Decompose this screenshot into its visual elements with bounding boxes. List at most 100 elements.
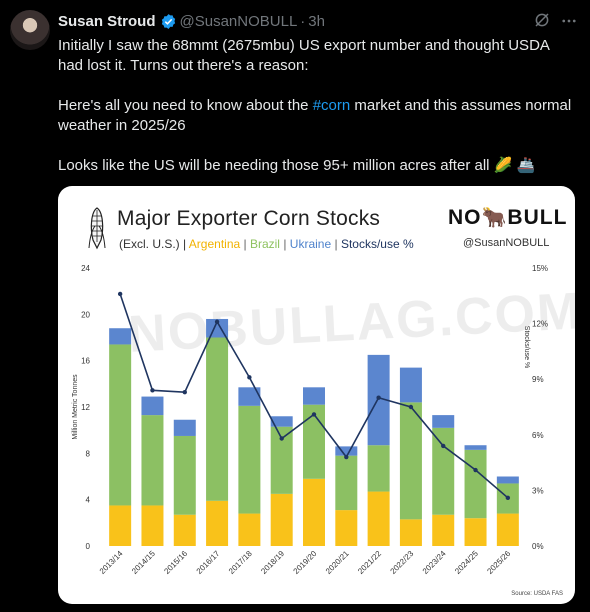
bar-ukraine <box>399 367 422 403</box>
legend-separator: | <box>331 237 341 251</box>
bar-argentina <box>399 519 422 546</box>
x-tick-label: 2022/23 <box>389 549 416 576</box>
line-point-stocks-use <box>311 412 317 417</box>
bar-brazil <box>367 445 390 492</box>
bar-argentina <box>270 493 293 546</box>
bar-argentina <box>367 491 390 546</box>
x-tick-label: 2025/26 <box>485 549 512 576</box>
legend-brazil: Brazil <box>249 237 280 251</box>
bar-brazil <box>432 427 455 515</box>
chart-title: Major Exporter Corn Stocks <box>117 207 381 230</box>
corn-stocks-chart: 2013/14 2014/15 2015/16 2016/17 2017/18 2018/… <box>72 264 548 576</box>
line-point-stocks-use <box>473 467 478 473</box>
line-point-stocks-use <box>344 454 349 460</box>
y2-tick-label: 9% <box>532 375 544 384</box>
bar-brazil <box>206 337 229 501</box>
legend-ukraine: Ukraine <box>289 237 332 251</box>
y2-tick-label: 3% <box>532 486 544 495</box>
corn-emoji: 🌽 <box>493 157 513 174</box>
bar-brazil <box>303 404 325 479</box>
line-point-stocks-use <box>441 443 446 449</box>
x-tick-label: 2018/19 <box>259 549 286 576</box>
line-point-stocks-use <box>408 404 414 410</box>
tweet-paragraph-3: Looks like the US will be needing those … <box>58 156 573 176</box>
line-point-stocks-use <box>247 375 252 380</box>
line-point-stocks-use <box>505 495 511 501</box>
author-handle[interactable]: @SusanNOBULL <box>179 13 298 30</box>
bar-ukraine <box>464 445 487 450</box>
line-point-stocks-use <box>117 291 123 297</box>
bar-brazil <box>335 455 358 511</box>
legend-argentina: Argentina <box>188 237 241 251</box>
y2-tick-label: 12% <box>532 320 548 329</box>
ship-emoji: 🚢 <box>516 157 536 174</box>
line-point-stocks-use <box>279 436 284 441</box>
bar-argentina <box>173 514 196 546</box>
bar-argentina <box>496 513 519 546</box>
subtitle-prefix: (Excl. U.S.) | <box>119 237 189 251</box>
bar-argentina <box>141 505 164 546</box>
bull-logo-icon: 🐂 <box>481 207 508 229</box>
bar-argentina <box>206 500 229 546</box>
bar-brazil <box>238 405 261 514</box>
line-point-stocks-use <box>214 319 220 324</box>
paragraph-text: Looks like the US will be needing those … <box>58 157 490 174</box>
chart-subtitle: (Excl. U.S.) | Argentina | Brazil | Ukra… <box>119 237 414 251</box>
corn-cob-icon <box>86 206 108 255</box>
avatar[interactable] <box>10 10 50 50</box>
bar-argentina <box>335 510 358 546</box>
bar-argentina <box>303 478 325 546</box>
y-tick-label: 20 <box>81 310 90 319</box>
paragraph-text: market and this assumes normal weather i… <box>58 97 572 134</box>
y2-tick-label: 15% <box>532 264 548 273</box>
y-tick-label: 8 <box>86 449 91 458</box>
bar-ukraine <box>496 476 519 484</box>
bar-brazil <box>173 435 196 515</box>
author-name[interactable]: Susan Stroud <box>58 13 156 30</box>
bar-ukraine <box>141 396 164 416</box>
x-tick-label: 2020/21 <box>324 549 351 576</box>
bar-brazil <box>109 344 132 506</box>
more-dots-icon[interactable] <box>560 12 578 35</box>
bar-ukraine <box>432 415 455 428</box>
y-tick-label: 24 <box>81 264 90 273</box>
y-tick-label: 4 <box>86 496 91 505</box>
x-tick-label: 2014/15 <box>130 549 157 576</box>
x-tick-label: 2013/14 <box>98 549 125 576</box>
x-tick-label: 2023/24 <box>421 549 448 576</box>
chart-source: Source: USDA FAS <box>511 591 563 597</box>
nobull-logo: NO🐂BULL <box>448 205 567 230</box>
chart-image-card[interactable]: Major Exporter Corn Stocks (Excl. U.S.) … <box>58 186 575 604</box>
bar-ukraine <box>173 419 196 436</box>
line-point-stocks-use <box>376 395 381 400</box>
bar-ukraine <box>109 328 132 345</box>
y-tick-label: 12 <box>81 403 90 412</box>
timestamp[interactable]: 3h <box>308 13 325 30</box>
bar-ukraine <box>367 354 390 446</box>
x-tick-label: 2017/18 <box>227 549 254 576</box>
card-handle: @SusanNOBULL <box>463 237 550 249</box>
bar-argentina <box>464 518 487 546</box>
line-point-stocks-use <box>150 388 155 393</box>
x-tick-label: 2019/20 <box>292 549 319 576</box>
y2-tick-label: 0% <box>532 542 544 551</box>
y2-axis-label: Stocks/use % <box>523 326 530 368</box>
bar-ukraine <box>303 387 325 405</box>
verified-badge-icon <box>160 13 177 30</box>
bar-brazil <box>141 415 164 506</box>
tweet-text: Initially I saw the 68mmt (2675mbu) US e… <box>58 36 573 176</box>
paragraph-text: Here's all you need to know about the <box>58 97 313 114</box>
bar-brazil <box>399 402 422 520</box>
logo-text-right: BULL <box>507 206 568 229</box>
legend-separator: | <box>279 237 290 251</box>
bar-ukraine <box>238 387 261 406</box>
grok-icon[interactable] <box>533 11 551 34</box>
tweet-header: Susan Stroud @SusanNOBULL · 3h <box>58 13 325 30</box>
x-tick-label: 2024/25 <box>453 549 480 576</box>
legend-separator: | <box>240 237 250 251</box>
bar-argentina <box>238 513 261 546</box>
x-tick-label: 2021/22 <box>356 549 383 576</box>
y-axis-label: Million Metric Tonnes <box>72 374 79 440</box>
line-point-stocks-use <box>182 389 187 395</box>
hashtag-link[interactable]: #corn <box>312 97 351 114</box>
